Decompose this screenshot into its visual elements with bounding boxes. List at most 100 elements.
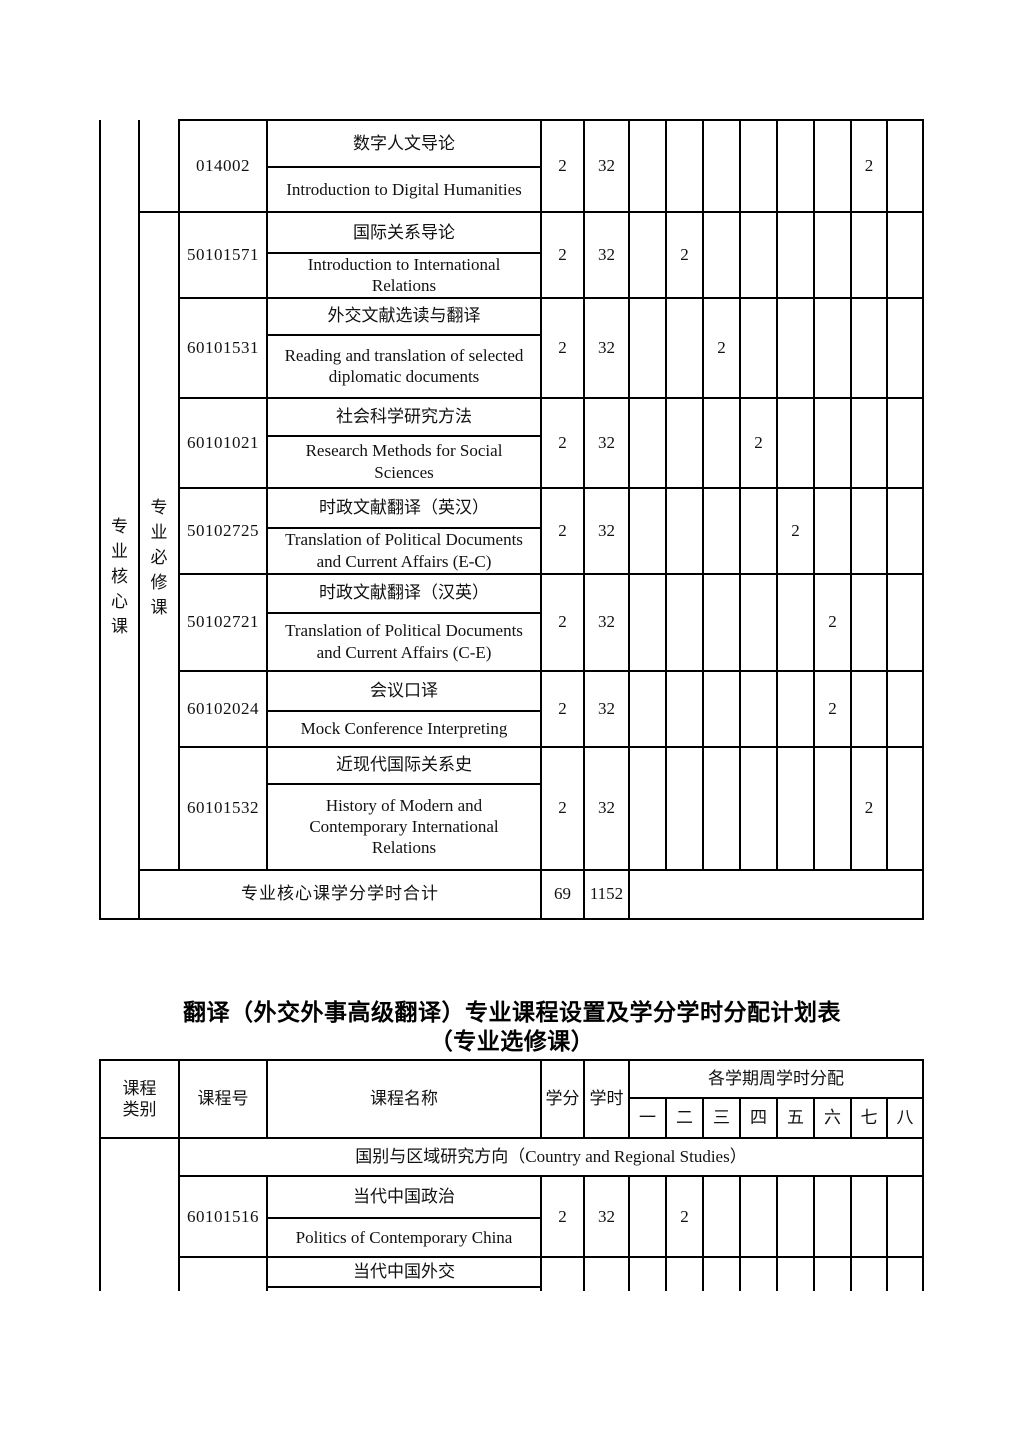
semester-cell <box>739 119 778 213</box>
course-name-en: Research Methods for Social Sciences <box>266 434 542 489</box>
header-sem-7: 七 <box>850 1097 888 1139</box>
elective-courses-table: 课程 类别 课程号 课程名称 学分 学时 各学期周学时分配 一 二 三 四 五 … <box>99 1059 926 1291</box>
header-code-cell: 课程号 <box>178 1059 268 1139</box>
header-sem-8: 八 <box>886 1097 924 1139</box>
course-name-cn: 社会科学研究方法 <box>266 396 542 437</box>
semester-cell <box>665 669 704 748</box>
semester-cell: 2 <box>813 669 852 748</box>
semester-cell <box>813 1175 852 1258</box>
credits-cell: 2 <box>540 396 585 489</box>
credits-cell: 2 <box>540 572 585 672</box>
semester-cell <box>702 745 741 871</box>
table-header-row: 课程 类别 课程号 课程名称 学分 学时 各学期周学时分配 <box>99 1059 924 1139</box>
course-name-cn: 时政文献翻译（英汉） <box>266 486 542 529</box>
hours-cell: 32 <box>583 296 630 399</box>
course-name-en: Translation of Political Documents and C… <box>266 526 542 575</box>
semester-cell <box>776 1175 815 1258</box>
course-row-en: Research Methods for Social Sciences <box>100 434 923 489</box>
course-name-en: Introduction to Digital Humanities <box>266 166 542 213</box>
header-sem-3: 三 <box>702 1097 741 1139</box>
semester-cell <box>850 1256 888 1291</box>
semester-cell <box>665 745 704 871</box>
semester-cell <box>702 119 741 213</box>
semester-cell <box>850 296 888 399</box>
course-row: 60101531 外交文献选读与翻译 2 32 2 <box>100 296 924 399</box>
semester-cell <box>628 296 667 399</box>
semester-cell <box>813 486 852 575</box>
semester-cell <box>739 745 778 871</box>
course-row: 当代中国外交 <box>100 1256 924 1291</box>
credits-cell <box>540 1256 585 1291</box>
semester-cell <box>702 486 741 575</box>
course-row: 专业核心课 014002 数字人文导论 2 32 2 <box>99 119 924 920</box>
course-name-cn: 国际关系导论 <box>266 211 542 254</box>
totals-label-cell: 专业核心课学分学时合计 <box>138 868 542 920</box>
semester-cell <box>813 396 852 489</box>
course-name-en: History of Modern and Contemporary Inter… <box>266 782 542 871</box>
semester-cell <box>702 1256 741 1291</box>
course-name-en: Mock Conference Interpreting <box>266 709 542 748</box>
semester-cell <box>739 211 778 299</box>
semester-cell <box>739 669 778 748</box>
semester-cell <box>886 211 924 299</box>
semester-cell: 2 <box>665 211 704 299</box>
course-name-en: Reading and translation of selected dipl… <box>266 333 542 399</box>
subcategory-vertical-label: 专业必修课 <box>150 498 168 618</box>
semester-cell <box>776 211 815 299</box>
semester-cell <box>776 572 815 672</box>
group-cell-empty <box>138 120 180 213</box>
semester-cell <box>776 1256 815 1291</box>
header-sem-4: 四 <box>739 1097 778 1139</box>
semester-cell <box>739 296 778 399</box>
semester-cell <box>850 486 888 575</box>
header-credits-cell: 学分 <box>540 1059 585 1139</box>
section-label-cell: 国别与区域研究方向（Country and Regional Studies） <box>178 1137 924 1177</box>
course-row: 60101021 社会科学研究方法 2 32 2 <box>100 396 924 489</box>
semester-cell: 2 <box>665 1175 704 1258</box>
credits-cell: 2 <box>540 119 585 213</box>
semester-cell: 2 <box>702 296 741 399</box>
course-name-cn: 当代中国政治 <box>266 1175 542 1219</box>
semester-cell <box>628 572 667 672</box>
semester-cell <box>776 296 815 399</box>
header-hours-cell: 学时 <box>583 1059 630 1139</box>
semester-cell <box>850 211 888 299</box>
course-row-en: Politics of Contemporary China <box>100 1217 923 1258</box>
course-name-cn: 数字人文导论 <box>266 119 542 168</box>
credits-cell: 2 <box>540 486 585 575</box>
semester-cell <box>702 572 741 672</box>
semester-cell <box>813 745 852 871</box>
semester-cell <box>886 572 924 672</box>
course-row-en: Mock Conference Interpreting <box>100 709 923 748</box>
course-row-en: History of Modern and Contemporary Inter… <box>100 782 923 871</box>
course-row: 60101532 近现代国际关系史 2 32 2 <box>100 745 924 871</box>
credits-cell: 2 <box>540 296 585 399</box>
semester-cell: 2 <box>850 745 888 871</box>
semester-cell <box>886 745 924 871</box>
semester-cell <box>665 572 704 672</box>
header-sem-1: 一 <box>628 1097 667 1139</box>
course-name-cn: 外交文献选读与翻译 <box>266 296 542 336</box>
course-name-en: Politics of Contemporary China <box>266 1217 542 1258</box>
course-name-en: Introduction to International Relations <box>266 252 542 299</box>
table-subheader-row: 一 二 三 四 五 六 七 八 <box>100 1097 924 1139</box>
semester-cell <box>776 396 815 489</box>
semester-cell <box>739 1256 778 1291</box>
header-sem-6: 六 <box>813 1097 852 1139</box>
course-code-cell: 014002 <box>178 119 268 213</box>
course-code-cell: 50102725 <box>178 486 268 575</box>
course-row-en: Translation of Political Documents and C… <box>100 611 923 672</box>
course-code-cell: 50102721 <box>178 572 268 672</box>
totals-credits-cell: 69 <box>540 868 585 920</box>
semester-cell <box>739 572 778 672</box>
hours-cell: 32 <box>583 572 630 672</box>
semester-cell <box>628 1256 667 1291</box>
semester-cell <box>702 211 741 299</box>
category-cell-empty <box>99 1137 180 1291</box>
course-row: 60101516 当代中国政治 2 32 2 <box>100 1175 924 1258</box>
totals-hours-cell: 1152 <box>583 868 630 920</box>
hours-cell: 32 <box>583 669 630 748</box>
course-name-en <box>266 1286 542 1291</box>
semester-cell <box>813 296 852 399</box>
semester-cell <box>850 1175 888 1258</box>
